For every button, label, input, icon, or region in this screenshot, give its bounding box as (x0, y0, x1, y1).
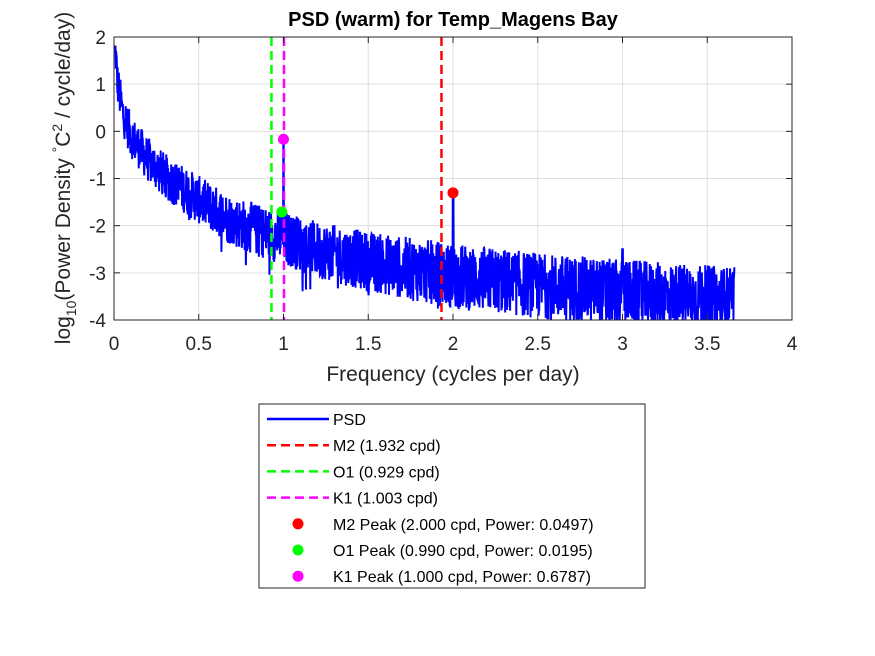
y-axis-title-degree: ° (49, 147, 65, 153)
plot-area: 0 0.5 1 1.5 2 2.5 3 3.5 4 -4 -3 -2 -1 0 1 2 (89, 28, 798, 355)
legend-swatch-marker (292, 570, 304, 582)
y-axis-title-prefix: log (52, 316, 75, 344)
y-axis-title-subscript: 10 (63, 300, 79, 316)
axis-ticks: 0 0.5 1 1.5 2 2.5 3 3.5 4 -4 -3 -2 -1 0 1 2 (89, 28, 798, 355)
reference-lines (270, 37, 443, 320)
legend-label: K1 (1.003 cpd) (333, 491, 438, 508)
y-tick-label: -1 (89, 170, 106, 191)
legend-swatch-marker (292, 518, 304, 530)
y-tick-label: 0 (95, 122, 106, 143)
y-tick-label: -4 (89, 311, 106, 332)
legend-entry: M2 Peak (2.000 cpd, Power: 0.0497) (292, 517, 594, 534)
o1-peak-marker (276, 206, 288, 218)
x-tick-label: 1.5 (355, 334, 381, 355)
y-axis-title-mid: (Power Density (52, 152, 75, 300)
y-axis-title-superscript: 2 (49, 124, 65, 132)
y-tick-label: 1 (95, 75, 106, 96)
x-tick-label: 0.5 (186, 334, 212, 355)
series-layer (114, 45, 736, 320)
x-tick-label: 1 (278, 334, 289, 355)
y-axis-title-unit: C (52, 132, 75, 147)
legend-box (258, 403, 646, 589)
legend-entry: O1 Peak (0.990 cpd, Power: 0.0195) (292, 543, 593, 560)
x-tick-label: 3 (617, 334, 628, 355)
legend-entries: PSD M2 (1.932 cpd) O1 (0.929 cpd) K1 (1.003… (267, 412, 594, 586)
m2-peak-marker (447, 187, 459, 199)
legend-entry: K1 (1.003 cpd) (267, 491, 438, 508)
y-axis-title: log10(Power Density °C2 / cycle/day) (49, 12, 79, 344)
legend-swatch-marker (292, 544, 304, 556)
chart-title: PSD (warm) for Temp_Magens Bay (288, 9, 619, 31)
y-axis-title-suffix: / cycle/day) (52, 12, 75, 124)
legend-entry: PSD (267, 412, 366, 429)
x-tick-label: 2 (448, 334, 459, 355)
legend-label: K1 Peak (1.000 cpd, Power: 0.6787) (333, 569, 591, 586)
legend: PSD M2 (1.932 cpd) O1 (0.929 cpd) K1 (1.003… (258, 403, 646, 589)
legend-label: PSD (333, 412, 366, 429)
legend-entry: K1 Peak (1.000 cpd, Power: 0.6787) (292, 569, 591, 586)
x-tick-label: 0 (109, 334, 120, 355)
legend-entry: O1 (0.929 cpd) (267, 464, 440, 481)
psd-line (114, 45, 736, 320)
peak-markers (276, 133, 459, 218)
legend-label: M2 (1.932 cpd) (333, 438, 441, 455)
y-tick-label: -3 (89, 264, 106, 285)
legend-label: M2 Peak (2.000 cpd, Power: 0.0497) (333, 517, 594, 534)
legend-label: O1 Peak (0.990 cpd, Power: 0.0195) (333, 543, 593, 560)
x-axis-title: Frequency (cycles per day) (326, 363, 579, 386)
y-tick-label: -2 (89, 217, 106, 238)
y-tick-label: 2 (95, 28, 106, 49)
legend-label: O1 (0.929 cpd) (333, 464, 440, 481)
legend-entry: M2 (1.932 cpd) (267, 438, 441, 455)
x-tick-label: 4 (787, 334, 798, 355)
x-tick-label: 2.5 (525, 334, 551, 355)
x-tick-label: 3.5 (694, 334, 720, 355)
k1-peak-marker (278, 133, 289, 145)
